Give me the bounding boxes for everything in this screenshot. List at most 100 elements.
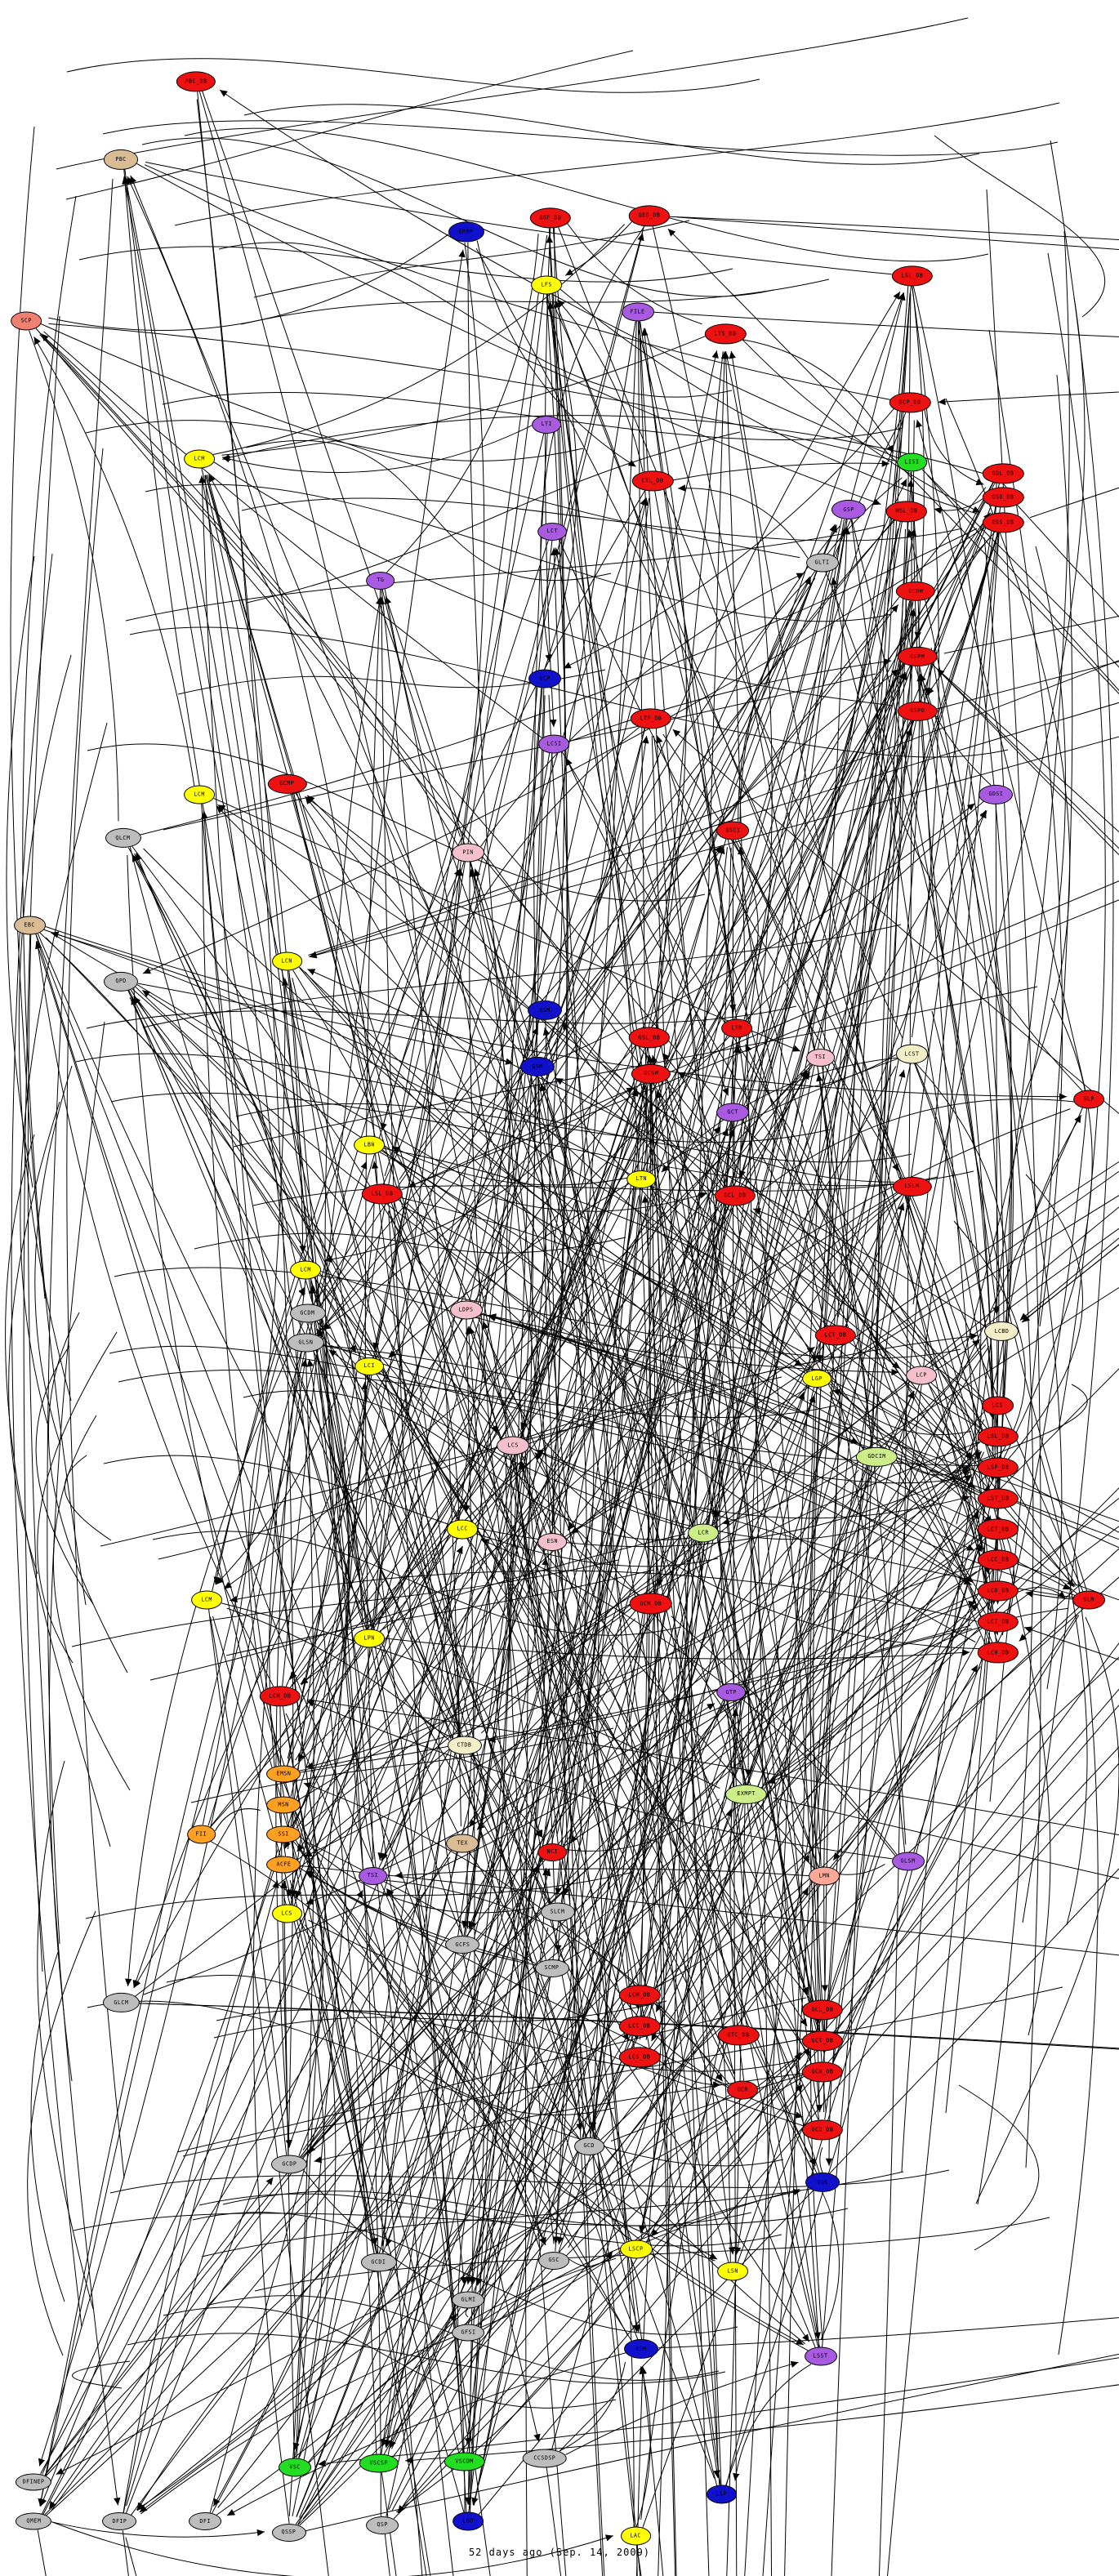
graph-node-lcm-db[interactable]: LCM_DB (259, 1686, 301, 1707)
graph-node-lct[interactable]: LCT (537, 522, 567, 541)
graph-node-lct-db[interactable]: LCT_DB (814, 1325, 857, 1346)
graph-node-gcn-db[interactable]: GCN_DB (801, 2061, 844, 2083)
graph-node-gcsm[interactable]: GCSM (631, 1063, 671, 1084)
graph-node-scp[interactable]: SCP (11, 311, 42, 331)
graph-node-lcs2[interactable]: LCS (981, 1396, 1014, 1415)
graph-node-msl-db[interactable]: MSL_DB (885, 501, 927, 522)
graph-node-slp[interactable]: SLP (1073, 1090, 1105, 1109)
graph-node-qlcm[interactable]: QLCM (105, 828, 141, 849)
graph-node-ldps[interactable]: LDPS (449, 1300, 483, 1320)
graph-node-lac[interactable]: LAC (620, 2526, 652, 2546)
graph-node-gdcim[interactable]: GDCIM (855, 1446, 898, 1467)
graph-node-msn[interactable]: MSN (266, 1796, 301, 1814)
graph-node-lcc-db2[interactable]: LCC_DB (618, 2016, 661, 2037)
graph-node-acfe[interactable]: ACFE (266, 1856, 301, 1874)
graph-node-lfs[interactable]: LFS (531, 275, 562, 295)
graph-node-gcl-db2[interactable]: GCL_DB (801, 1999, 844, 2021)
graph-node-gct[interactable]: GCT (716, 1103, 750, 1122)
graph-node-gsd-db[interactable]: GSD_DB (983, 486, 1024, 508)
graph-node-ctdb[interactable]: CTDB (447, 1736, 482, 1755)
graph-node-lcsi[interactable]: LCSI (538, 734, 570, 754)
graph-node-lbn[interactable]: LBN (354, 1134, 385, 1155)
graph-node-lsp-db[interactable]: LSP_DB (977, 1457, 1019, 1478)
graph-node-pin[interactable]: PIN (452, 843, 485, 862)
graph-node-ltp-db[interactable]: LTP_DB (630, 707, 672, 729)
graph-node-gspm[interactable]: GSPM (898, 646, 938, 667)
graph-node-tex[interactable]: TEX (446, 1834, 479, 1853)
graph-node-lscp[interactable]: LSCP (619, 2240, 653, 2259)
graph-node-lcm[interactable]: LCM (184, 785, 216, 804)
graph-node-gcm-db[interactable]: GCM_DB (629, 1593, 673, 1615)
graph-node-qpd[interactable]: QPD (104, 971, 139, 992)
graph-node-lcs3[interactable]: LCS (271, 1904, 303, 1923)
graph-node-gcdi[interactable]: GCDI (360, 2253, 397, 2272)
graph-node-vscdm[interactable]: VSCDM (444, 2452, 485, 2471)
graph-node-gspd[interactable]: GSPD (898, 701, 938, 721)
graph-node-gdsi[interactable]: GDSI (979, 784, 1014, 804)
graph-node-glsn[interactable]: GLSN (288, 1333, 324, 1353)
graph-node-lts-db[interactable]: LTS_DB (705, 323, 747, 345)
graph-node-gcd-db[interactable]: GCD_DB (801, 2119, 844, 2141)
graph-node-gtp[interactable]: GTP (716, 1683, 746, 1702)
graph-node-gcl-db[interactable]: GCL_DB (714, 1185, 756, 1206)
graph-node-lcr[interactable]: LCR (687, 1523, 719, 1543)
graph-node-nci[interactable]: NCI (537, 1843, 567, 1861)
graph-node-lcc-db[interactable]: LCC_DB (977, 1549, 1019, 1571)
graph-node-gcr[interactable]: GCR (726, 2080, 758, 2100)
graph-node-lcn[interactable]: LCN (271, 952, 303, 971)
graph-node-gsm2[interactable]: GSM (519, 1056, 555, 1077)
graph-node-gcfs[interactable]: GCFS (445, 1936, 480, 1954)
graph-node-gcd[interactable]: GCD (573, 2137, 605, 2155)
graph-node-lsl-db3[interactable]: LSL_DB (977, 1426, 1019, 1447)
graph-node-lgp[interactable]: LGP (802, 1370, 831, 1388)
graph-node-file[interactable]: FILE (621, 302, 654, 322)
graph-node-gsc[interactable]: GSC (538, 2251, 570, 2270)
graph-node-lsp[interactable]: LSP (706, 2485, 738, 2504)
graph-node-ltr[interactable]: LTR (721, 1018, 752, 1038)
graph-node-pbc-db[interactable]: PBC_DB (176, 71, 216, 92)
graph-node-lgd[interactable]: LGD (453, 2511, 484, 2531)
graph-node-lcm-db2[interactable]: LCM_DB (618, 1985, 661, 2006)
graph-node-lct-db2[interactable]: LCT_DB (977, 1518, 1019, 1540)
graph-node-lcm4[interactable]: LCM (191, 1590, 223, 1610)
graph-node-glmi[interactable]: GLMI (452, 2291, 485, 2309)
graph-node-glti[interactable]: GLTI (805, 553, 839, 573)
graph-node-qssp[interactable]: QSSP (271, 2523, 306, 2542)
graph-node-lst-db[interactable]: LST_DB (977, 1488, 1019, 1509)
graph-node-gsp[interactable]: GSP (831, 500, 866, 520)
graph-node-lcp[interactable]: LCP (906, 1366, 937, 1385)
graph-node-esn[interactable]: ESN (537, 1532, 567, 1551)
graph-node-ggf-db[interactable]: GGF_DB (529, 207, 571, 229)
graph-node-lci[interactable]: LCI (354, 1357, 384, 1375)
graph-node-gct-db[interactable]: GCT_DB (801, 2030, 844, 2052)
graph-node-lpn[interactable]: LPN (354, 1629, 385, 1648)
graph-node-tg[interactable]: TG (365, 571, 395, 590)
graph-node-ssi[interactable]: SSI (266, 1825, 301, 1843)
graph-node-qmem[interactable]: QMEM (16, 2512, 52, 2530)
graph-node-vsc2[interactable]: VSC (278, 2458, 311, 2477)
graph-node-gtc-db[interactable]: GTC_DB (717, 2025, 760, 2046)
graph-node-tsi2[interactable]: TSI (358, 1866, 388, 1885)
graph-node-lcn-db[interactable]: LCN_DB (977, 1642, 1019, 1664)
graph-node-lcd-db[interactable]: LCD_DB (977, 1580, 1019, 1602)
graph-node-fii[interactable]: FII (186, 1825, 216, 1844)
graph-node-exmpt[interactable]: EXMPT (725, 1784, 767, 1804)
graph-node-lcs-db[interactable]: LCS_DB (618, 2047, 661, 2068)
graph-node-vscsp[interactable]: VSCSP (359, 2453, 399, 2473)
graph-node-gcp-db[interactable]: GCP_DB (889, 392, 931, 413)
graph-node-dfinep[interactable]: DFINEP (16, 2473, 52, 2490)
graph-node-emsn[interactable]: EMSN (266, 1765, 301, 1783)
graph-node-gds[interactable]: GDS (805, 2172, 840, 2193)
graph-node-lisi[interactable]: LISI (896, 452, 928, 472)
graph-node-lcm2[interactable]: LCM (184, 449, 216, 469)
graph-node-lcm3[interactable]: LCM (290, 1260, 322, 1280)
graph-node-glcm[interactable]: GLCM (103, 1993, 140, 2013)
graph-node-gfsi[interactable]: GFSI (452, 2324, 485, 2342)
graph-node-tsi[interactable]: TSI (805, 1048, 836, 1067)
graph-node-ebc[interactable]: EBC (13, 916, 47, 935)
graph-node-lcbd[interactable]: LCBD (984, 1321, 1019, 1342)
graph-node-lti[interactable]: LTI (532, 415, 561, 434)
graph-node-lcst[interactable]: LCST (895, 1044, 929, 1064)
graph-node-gcdp[interactable]: GCDP (270, 2155, 307, 2174)
graph-node-gsl-db[interactable]: GSL_DB (628, 1027, 670, 1049)
